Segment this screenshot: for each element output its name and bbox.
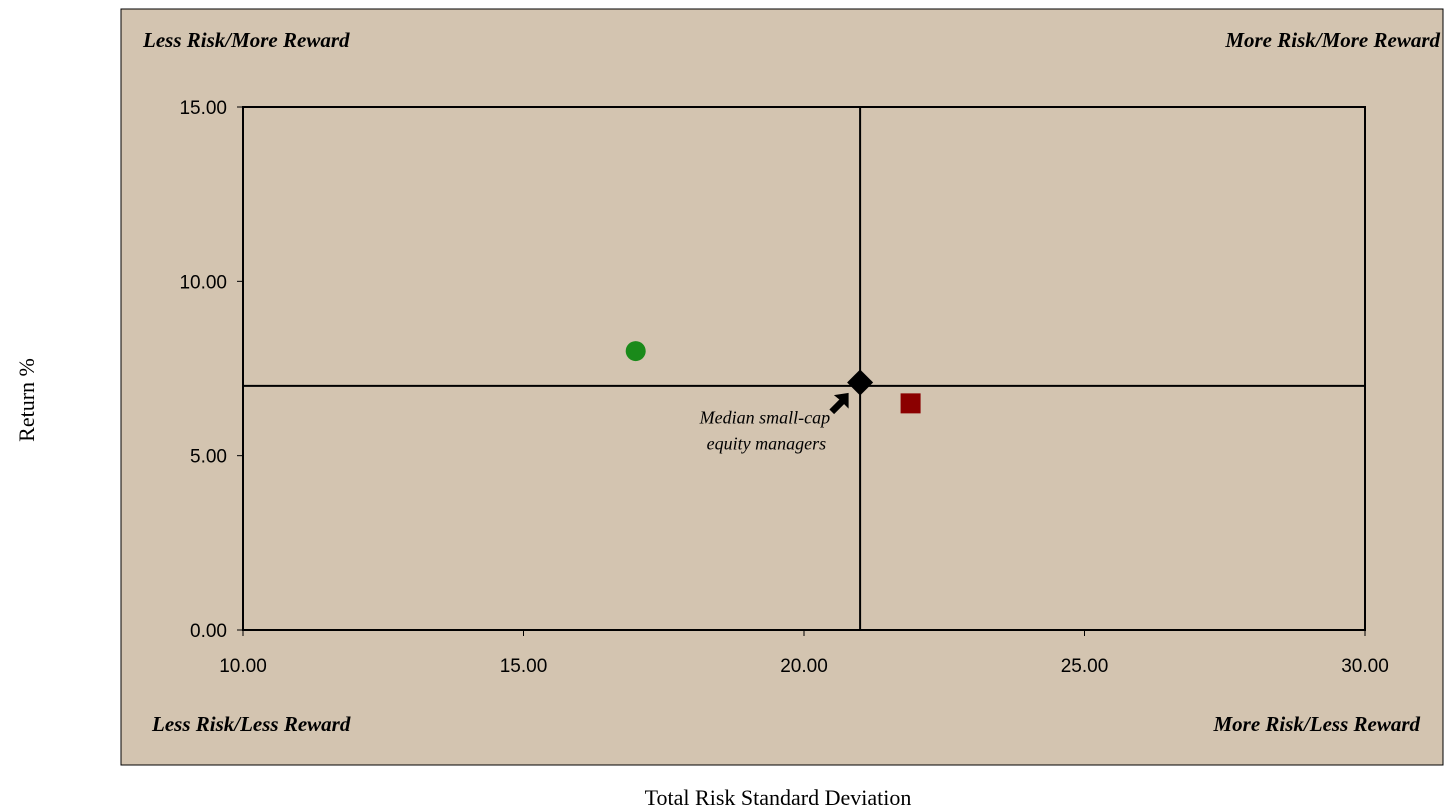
x-tick-label: 30.00: [1341, 656, 1389, 677]
y-tick-label: 5.00: [190, 447, 227, 468]
x-tick-label: 15.00: [500, 656, 548, 677]
y-tick-label: 10.00: [179, 272, 227, 293]
quadrant-label-top-left: Less Risk/More Reward: [142, 28, 350, 52]
x-tick-label: 10.00: [219, 656, 267, 677]
x-axis: 10.00 15.00 20.00 25.00 30.00: [219, 630, 1389, 677]
median-annotation: Median small-cap equity managers: [699, 392, 849, 453]
data-point-square: [900, 393, 921, 414]
x-tick-label: 25.00: [1061, 656, 1109, 677]
y-axis: 0.00 5.00 10.00 15.00: [179, 98, 243, 642]
data-point-diamond: [847, 369, 874, 396]
x-axis-label: Total Risk Standard Deviation: [645, 785, 912, 809]
y-tick-label: 15.00: [179, 98, 227, 119]
data-point-circle: [625, 341, 646, 362]
x-tick-label: 20.00: [780, 656, 828, 677]
quadrant-label-bottom-right: More Risk/Less Reward: [1212, 712, 1420, 736]
quadrant-label-top-right: More Risk/More Reward: [1224, 28, 1440, 52]
annotation-line-1: Median small-cap: [699, 407, 830, 427]
annotation-arrow-icon: [829, 392, 849, 415]
annotation-line-2: equity managers: [707, 433, 826, 453]
y-tick-label: 0.00: [190, 621, 227, 642]
quadrant-label-bottom-left: Less Risk/Less Reward: [151, 712, 351, 736]
data-points: [625, 341, 921, 414]
y-axis-label: Return %: [14, 358, 39, 442]
chart-background: [120, 8, 1444, 766]
